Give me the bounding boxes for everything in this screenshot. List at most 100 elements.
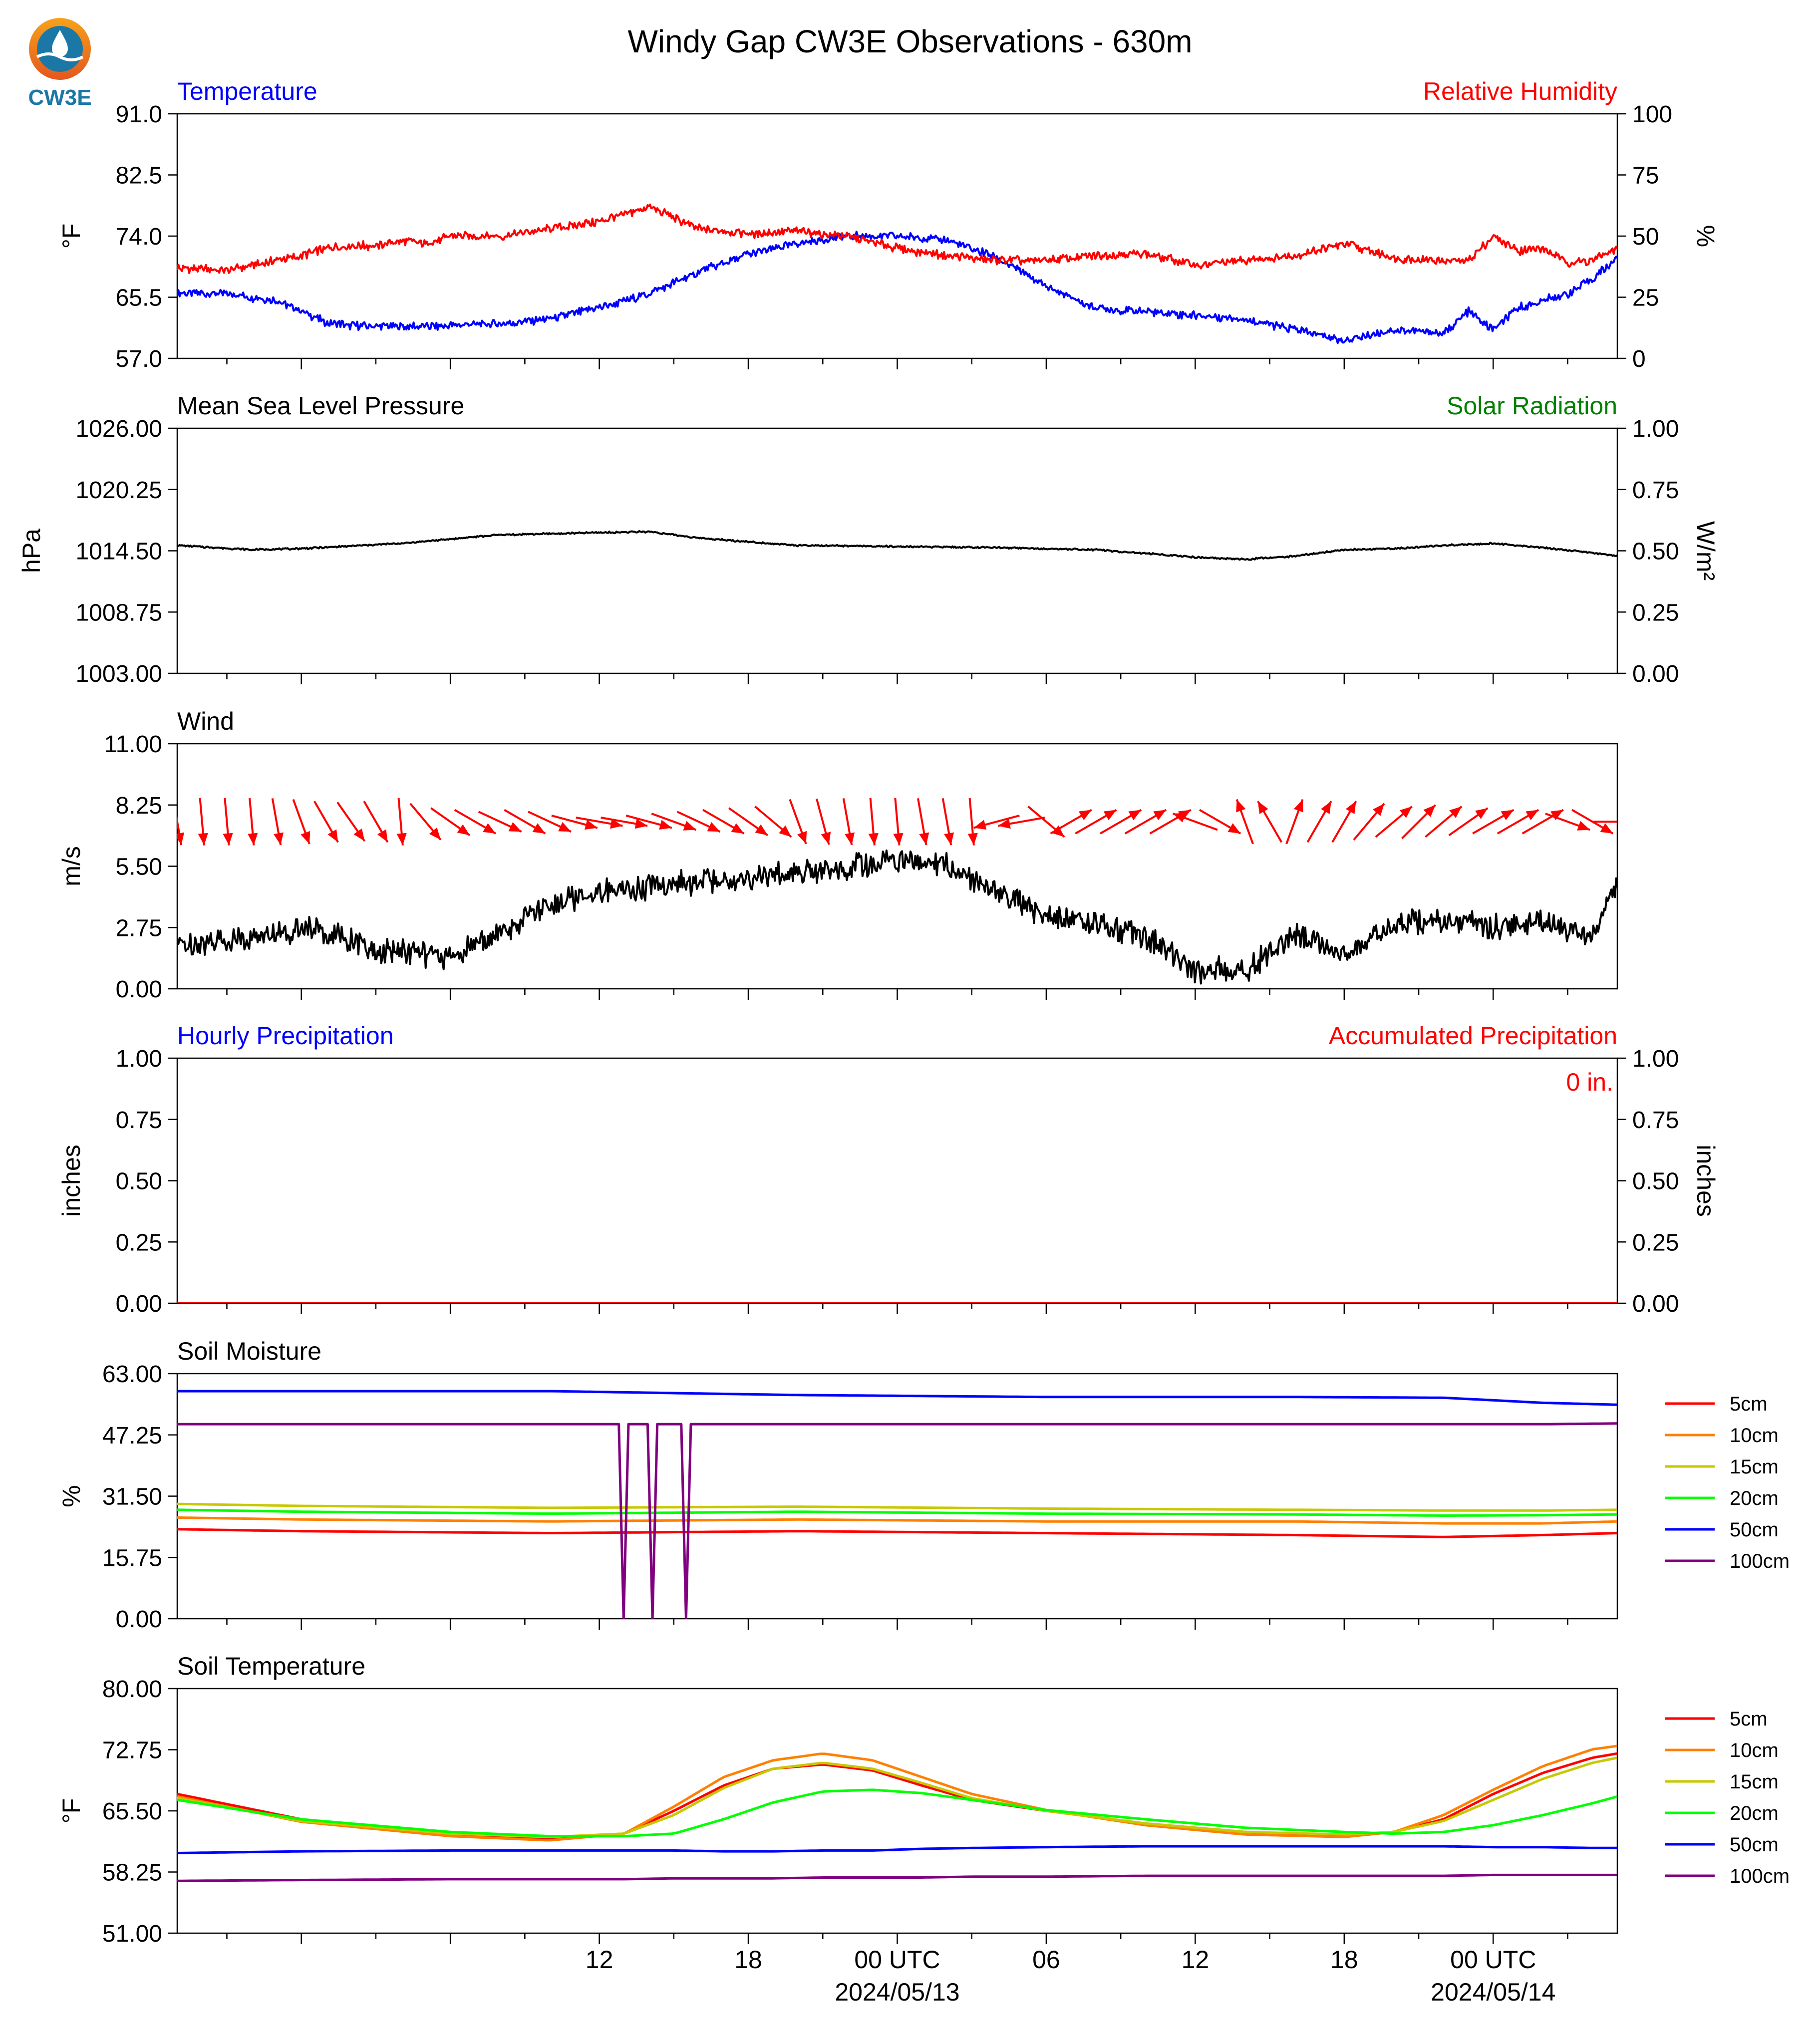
wind-arrow: [1050, 809, 1092, 835]
legend-label: 15cm: [1730, 1771, 1779, 1793]
precipitation-y2tick-label: 0.25: [1632, 1229, 1679, 1256]
wind-arrow: [1472, 809, 1515, 835]
wind-arrow: [1075, 809, 1117, 835]
legend-label: 20cm: [1730, 1487, 1779, 1509]
precipitation-left-label: Hourly Precipitation: [177, 1022, 394, 1050]
wind-arrow: [528, 811, 572, 833]
soil-temperature-ytick-label: 51.00: [102, 1921, 162, 1947]
soil-moisture-left-label: Soil Moisture: [177, 1337, 321, 1365]
series-15cm: [177, 1502, 1617, 1512]
wind-ytick-label: 5.50: [116, 854, 162, 880]
pressure-solar-y2tick-label: 0.00: [1632, 661, 1679, 687]
wind-arrow: [676, 811, 721, 833]
wind-arrow: [754, 806, 792, 838]
temperature-humidity-ytick-label: 57.0: [116, 346, 162, 372]
precipitation-panel: Hourly Precipitation Accumulated Precipit…: [57, 1022, 1720, 1317]
wind-arrow: [248, 798, 258, 846]
pressure-solar-y2tick-label: 0.25: [1632, 599, 1679, 626]
wind-arrow: [842, 798, 855, 846]
precipitation-ytick-label: 0.25: [116, 1229, 162, 1256]
pressure-solar-plot-area: [177, 530, 1617, 561]
series-50cm: [177, 1390, 1617, 1406]
wind-arrow: [1401, 804, 1437, 840]
wind-arrow: [702, 809, 745, 835]
pressure-solar-left-label: Mean Sea Level Pressure: [177, 392, 464, 420]
soil-temperature-ytick-label: 72.75: [102, 1738, 162, 1764]
soil-moisture-ytick-label: 47.25: [102, 1423, 162, 1449]
wind-arrow: [893, 798, 904, 846]
precipitation-ytick-label: 1.00: [116, 1046, 162, 1072]
wind-arrow: [396, 798, 407, 846]
cw3e-logo: CW3E: [28, 18, 92, 110]
legend-label: 5cm: [1730, 1708, 1768, 1730]
x-tick-label: 12: [586, 1946, 613, 1974]
precipitation-y2tick-label: 0.75: [1632, 1107, 1679, 1134]
wind-arrow: [1306, 801, 1332, 843]
precipitation-frame: [176, 1057, 1618, 1304]
soil-moisture-frame: [176, 1373, 1618, 1620]
temperature-humidity-ytick-label: 74.0: [116, 224, 162, 250]
wind-arrow: [478, 811, 522, 833]
wind-arrow: [454, 809, 497, 835]
temperature-humidity-y2tick-label: 0: [1632, 346, 1646, 372]
temperature-humidity-y2tick-label: 25: [1632, 285, 1659, 311]
wind-arrow: [1257, 801, 1283, 843]
wind-arrow: [625, 815, 672, 830]
legend-label: 100cm: [1730, 1865, 1790, 1887]
wind-arrow: [1100, 809, 1142, 835]
precipitation-y2tick-label: 0.00: [1632, 1291, 1679, 1317]
pressure-solar-frame: [176, 427, 1618, 674]
legend-label: 50cm: [1730, 1519, 1779, 1541]
wind-ytick-label: 0.00: [116, 976, 162, 1003]
temperature-humidity-plot-area: [177, 203, 1617, 344]
wind-plot-area: [177, 798, 1617, 985]
x-date-label: 2024/05/13: [835, 1978, 959, 2006]
wind-arrow: [1285, 799, 1304, 845]
series-5cm: [177, 1528, 1617, 1538]
series-10cm: [177, 1516, 1617, 1525]
wind-arrow: [363, 801, 389, 843]
temperature-humidity-y2tick-label: 100: [1632, 101, 1672, 128]
series-wind-speed: [177, 849, 1617, 985]
pressure-solar-panel: Mean Sea Level Pressure Solar Radiation 10…: [17, 392, 1720, 687]
wind-arrow: [728, 807, 769, 837]
wind-panel: Wind 11.00 8.25 5.50 2.75 0.00 m/s: [57, 707, 1618, 1003]
precipitation-y2tick-label: 0.50: [1632, 1168, 1679, 1195]
soil-moisture-plot-area: [177, 1390, 1617, 1619]
logo-wave-icon: [36, 52, 84, 61]
legend-label: 100cm: [1730, 1550, 1790, 1572]
soil-temperature-ytick-label: 65.50: [102, 1798, 162, 1825]
pressure-solar-ytick-label: 1020.25: [75, 477, 162, 504]
soil-moisture-ytick-label: 63.00: [102, 1361, 162, 1388]
temperature-humidity-panel: Temperature Relative Humidity 91.0 82.5 74.0…: [57, 77, 1720, 372]
wind-arrow: [1124, 809, 1167, 835]
temperature-humidity-ylabel: °F: [57, 224, 85, 249]
soil-temperature-frame: [176, 1688, 1618, 1934]
legend-label: 5cm: [1730, 1393, 1768, 1415]
wind-arrow: [336, 802, 366, 842]
x-tick-label: 18: [1330, 1946, 1358, 1974]
series-100cm: [177, 1422, 1617, 1619]
wind-arrow: [504, 809, 546, 835]
wind-arrow: [967, 798, 978, 846]
precipitation-y2label: inches: [1692, 1145, 1720, 1217]
x-tick-label: 00 UTC: [854, 1946, 940, 1974]
temperature-humidity-ytick-label: 91.0: [116, 101, 162, 128]
wind-arrow: [1521, 809, 1564, 835]
legend-label: 15cm: [1730, 1456, 1779, 1478]
series-5cm: [177, 1752, 1617, 1840]
temperature-humidity-right-label: Relative Humidity: [1423, 77, 1617, 105]
chart-title: Windy Gap CW3E Observations - 630m: [627, 23, 1192, 59]
wind-ytick-label: 11.00: [104, 731, 162, 758]
x-tick-label: 06: [1032, 1946, 1060, 1974]
wind-arrow: [1448, 807, 1489, 837]
temperature-humidity-ytick-label: 82.5: [116, 163, 162, 189]
wind-arrow: [789, 799, 807, 845]
series-temperature: [177, 231, 1617, 344]
wind-arrow: [868, 798, 879, 846]
temperature-humidity-y2label: %: [1692, 225, 1720, 247]
pressure-solar-ytick-label: 1003.00: [75, 661, 162, 687]
wind-arrow: [1235, 799, 1254, 845]
wind-arrow: [1199, 809, 1241, 835]
wind-arrow: [998, 817, 1045, 829]
